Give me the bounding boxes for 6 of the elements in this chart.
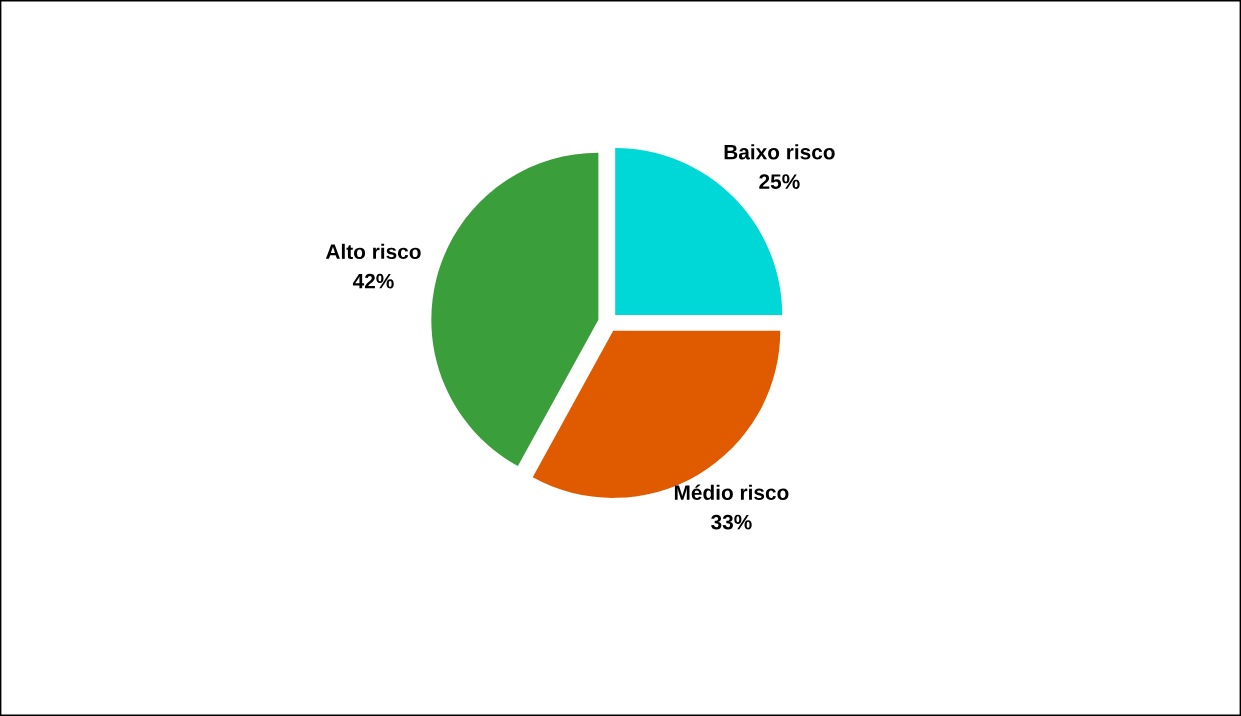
data-label: 42% <box>352 273 394 289</box>
slice-label: Alto risco <box>325 243 421 260</box>
data-label: 25% <box>759 174 800 189</box>
slice-label: Baixo risco <box>724 144 835 160</box>
data-label: 33% <box>711 514 752 530</box>
slice-label: Médio risco <box>674 484 789 501</box>
